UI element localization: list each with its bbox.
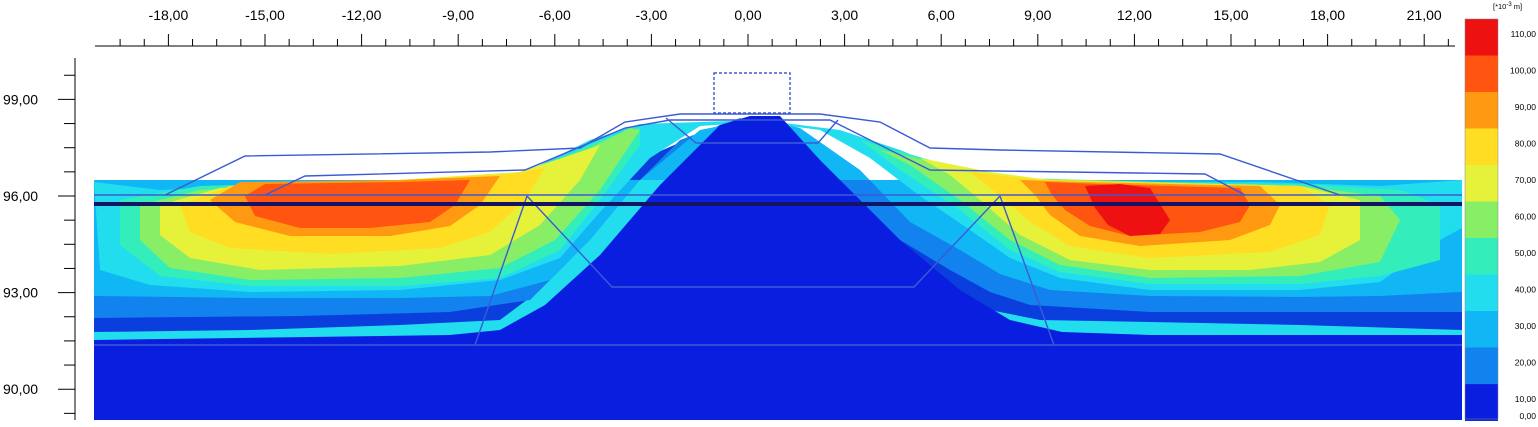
legend-band-label: 10,00	[1515, 394, 1537, 404]
x-tick-label: 6,00	[928, 7, 955, 23]
embankment-inner-outline	[264, 119, 1246, 196]
legend-labels: 110,00 100,00 90,00 80,00 70,00 60,00 50,00 40,…	[1510, 29, 1536, 421]
x-tick-label: -15,00	[245, 7, 285, 23]
y-axis-ruler: 99,00 96,00 93,00 90,00	[3, 58, 76, 420]
embankment-outline	[164, 113, 1341, 196]
legend-band-label: 30,00	[1515, 321, 1537, 331]
legend-band-swatch	[1465, 92, 1498, 129]
left-slope-line	[474, 195, 528, 346]
x-tick-label: -12,00	[342, 7, 382, 23]
y-axis-labels: 99,00 96,00 93,00 90,00	[3, 91, 38, 397]
x-tick-label: 18,00	[1310, 7, 1345, 23]
y-tick-label: 90,00	[3, 381, 38, 397]
y-tick-label: 99,00	[3, 91, 38, 107]
y-axis-ticks	[58, 74, 75, 414]
legend-frame	[1464, 18, 1499, 420]
x-tick-label: 3,00	[831, 7, 858, 23]
x-tick-label: 0,00	[734, 7, 761, 23]
legend-band-label: 90,00	[1515, 102, 1537, 112]
x-tick-label: -18,00	[149, 7, 189, 23]
legend-band-swatch	[1465, 274, 1498, 312]
color-legend: [*10-3 m] 110,00 100,00 90,00 80,00 70,00 60,…	[1464, 2, 1536, 421]
legend-band-label: 80,00	[1515, 139, 1537, 149]
legend-band-swatch	[1465, 19, 1498, 56]
legend-band-label: 0,00	[1519, 411, 1536, 421]
legend-band-label: 100,00	[1510, 66, 1536, 76]
legend-band-swatch	[1465, 384, 1498, 421]
legend-band-label: 20,00	[1515, 358, 1537, 368]
x-axis-ruler: -18,00 -15,00 -12,00 -9,00 -6,00 -3,00 0,00 3,0…	[95, 7, 1455, 47]
x-tick-label: 9,00	[1024, 7, 1051, 23]
lower-trapezoid	[526, 195, 1001, 288]
legend-band-swatch	[1465, 55, 1498, 93]
legend-band-swatch	[1465, 311, 1498, 348]
core-outline	[665, 117, 839, 144]
legend-unit: [*10-3 m]	[1493, 2, 1522, 11]
legend-bands	[1464, 18, 1499, 421]
legend-band-swatch	[1465, 128, 1498, 166]
x-axis-labels: -18,00 -15,00 -12,00 -9,00 -6,00 -3,00 0,00 3,0…	[149, 7, 1442, 23]
y-tick-label: 96,00	[3, 188, 38, 204]
x-axis-ticks	[119, 34, 1449, 46]
x-tick-label: -3,00	[635, 7, 667, 23]
contour-band-110-right	[1085, 184, 1170, 236]
surcharge-load-outline	[713, 72, 791, 114]
x-tick-label: 12,00	[1117, 7, 1152, 23]
legend-band-swatch	[1465, 238, 1498, 275]
legend-band-label: 70,00	[1515, 175, 1537, 185]
legend-band-label: 40,00	[1515, 285, 1537, 295]
contour-band-0-core	[94, 116, 1462, 420]
y-tick-label: 93,00	[3, 285, 38, 301]
legend-band-label: 60,00	[1515, 212, 1537, 222]
x-tick-label: -6,00	[539, 7, 571, 23]
legend-band-swatch	[1465, 347, 1498, 385]
legend-band-label: 110,00	[1511, 29, 1537, 39]
x-tick-label: -9,00	[442, 7, 474, 23]
x-tick-label: 21,00	[1407, 7, 1442, 23]
contour-field	[94, 116, 1462, 420]
legend-band-swatch	[1465, 165, 1498, 202]
x-tick-label: 15,00	[1213, 7, 1248, 23]
right-slope-line	[999, 195, 1055, 346]
legend-band-swatch	[1465, 201, 1498, 239]
legend-band-label: 50,00	[1515, 248, 1537, 258]
geometry-overlay	[94, 72, 1462, 346]
